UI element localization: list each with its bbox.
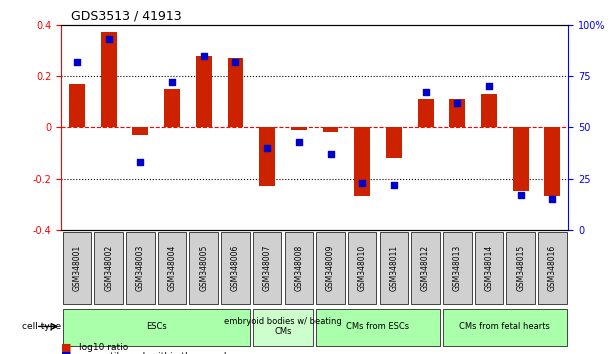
Text: GSM348007: GSM348007 [263, 245, 272, 291]
Text: CMs from fetal hearts: CMs from fetal hearts [459, 322, 551, 331]
FancyBboxPatch shape [63, 309, 250, 346]
Text: GSM348013: GSM348013 [453, 245, 462, 291]
Text: GSM348008: GSM348008 [295, 245, 303, 291]
Bar [481, 94, 497, 127]
FancyBboxPatch shape [538, 232, 566, 304]
Text: percentile rank within the sample: percentile rank within the sample [79, 352, 233, 354]
Point [421, 90, 431, 95]
Point [484, 84, 494, 89]
FancyBboxPatch shape [221, 232, 250, 304]
FancyBboxPatch shape [316, 232, 345, 304]
Point [452, 100, 462, 105]
Text: GSM348014: GSM348014 [485, 245, 494, 291]
Bar [323, 127, 338, 132]
FancyBboxPatch shape [94, 232, 123, 304]
Text: GSM348001: GSM348001 [73, 245, 81, 291]
Point [136, 159, 145, 165]
Text: GSM348005: GSM348005 [199, 245, 208, 291]
Text: ESCs: ESCs [146, 322, 167, 331]
FancyBboxPatch shape [475, 232, 503, 304]
Bar [513, 127, 529, 192]
Bar [101, 33, 117, 127]
Bar [449, 99, 465, 127]
Text: GSM348012: GSM348012 [421, 245, 430, 291]
Text: GSM348009: GSM348009 [326, 245, 335, 291]
Bar [227, 58, 243, 127]
Bar [133, 127, 148, 135]
Point [547, 196, 557, 202]
Point [199, 53, 208, 58]
Text: GDS3513 / 41913: GDS3513 / 41913 [71, 9, 182, 22]
Text: GSM348003: GSM348003 [136, 245, 145, 291]
Text: log10 ratio: log10 ratio [79, 343, 129, 352]
Point [230, 59, 240, 64]
Point [294, 139, 304, 144]
Text: GSM348006: GSM348006 [231, 245, 240, 291]
FancyBboxPatch shape [443, 232, 472, 304]
FancyBboxPatch shape [507, 232, 535, 304]
Text: GSM348016: GSM348016 [548, 245, 557, 291]
Point [326, 151, 335, 157]
Point [104, 36, 114, 42]
Bar [196, 56, 211, 127]
Bar [69, 84, 85, 127]
FancyBboxPatch shape [443, 309, 566, 346]
FancyBboxPatch shape [63, 232, 91, 304]
FancyBboxPatch shape [316, 309, 440, 346]
Bar [354, 127, 370, 196]
Text: GSM348015: GSM348015 [516, 245, 525, 291]
FancyBboxPatch shape [285, 232, 313, 304]
Bar [291, 127, 307, 130]
Bar [259, 127, 275, 186]
Point [516, 192, 525, 198]
FancyBboxPatch shape [411, 232, 440, 304]
Point [389, 182, 399, 188]
Bar [544, 127, 560, 196]
Text: ■: ■ [61, 351, 71, 354]
Point [72, 59, 82, 64]
FancyBboxPatch shape [379, 232, 408, 304]
Bar [418, 99, 434, 127]
FancyBboxPatch shape [189, 232, 218, 304]
Point [357, 180, 367, 185]
Text: GSM348011: GSM348011 [389, 245, 398, 291]
Point [167, 79, 177, 85]
Text: GSM348002: GSM348002 [104, 245, 113, 291]
Text: embryoid bodies w/ beating
CMs: embryoid bodies w/ beating CMs [224, 317, 342, 336]
Bar [386, 127, 402, 158]
FancyBboxPatch shape [253, 309, 313, 346]
Text: ■: ■ [61, 342, 71, 352]
FancyBboxPatch shape [348, 232, 376, 304]
Text: GSM348004: GSM348004 [167, 245, 177, 291]
FancyBboxPatch shape [253, 232, 282, 304]
Bar [164, 89, 180, 127]
FancyBboxPatch shape [126, 232, 155, 304]
FancyBboxPatch shape [158, 232, 186, 304]
Text: CMs from ESCs: CMs from ESCs [346, 322, 409, 331]
Point [262, 145, 272, 150]
Text: cell type: cell type [22, 322, 61, 331]
Text: GSM348010: GSM348010 [357, 245, 367, 291]
